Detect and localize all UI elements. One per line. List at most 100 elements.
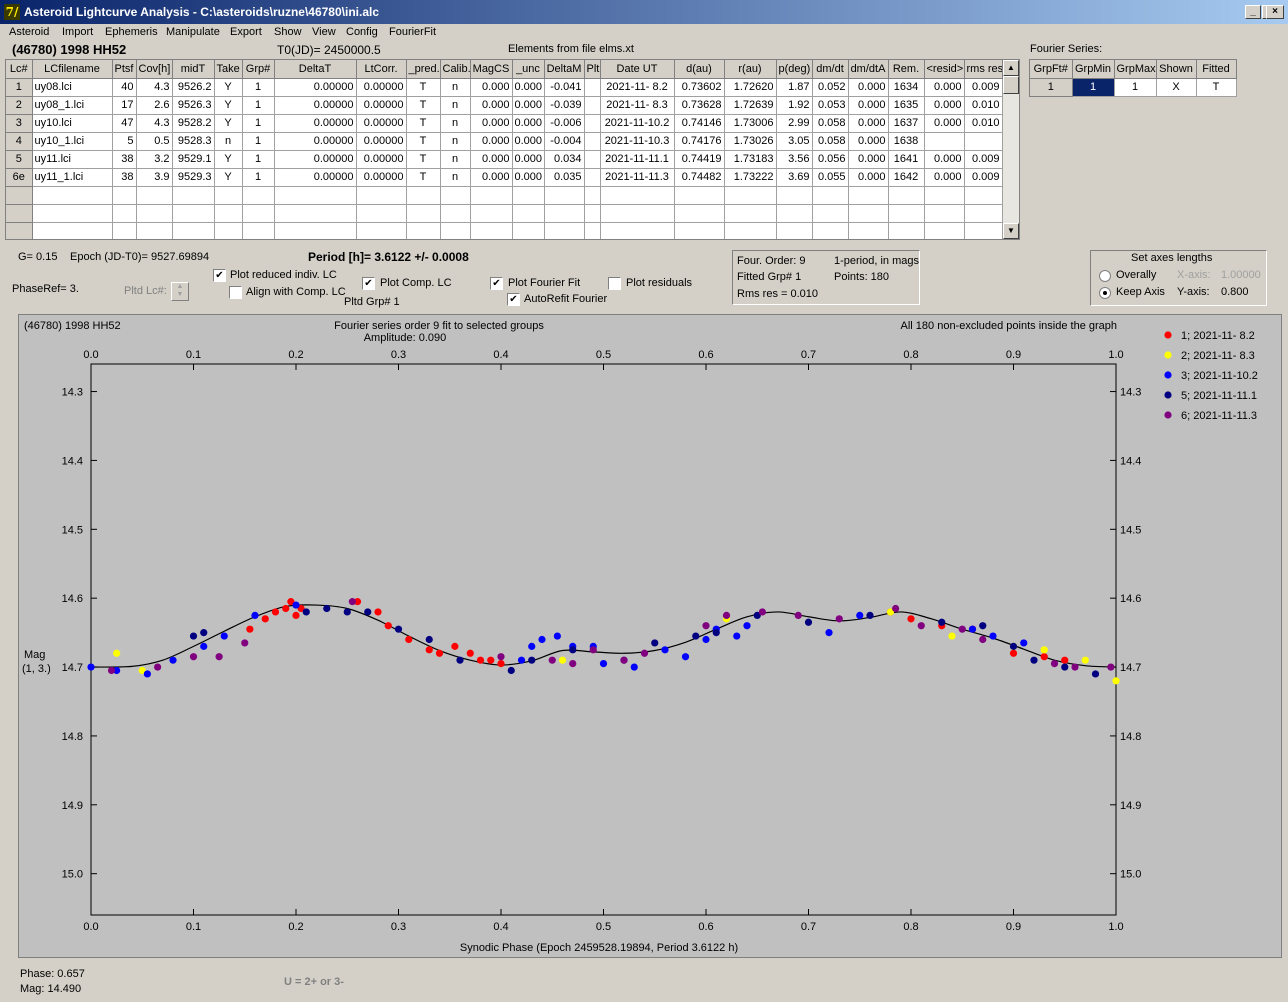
table-cell[interactable]: 9528.3 [172,132,215,151]
table-cell[interactable]: n [440,168,471,187]
table-cell[interactable]: 0.009 [964,168,1003,187]
table-cell[interactable] [470,204,513,223]
table-cell[interactable]: T [406,150,441,169]
table-cell[interactable]: 0.010 [964,96,1003,115]
table-cell[interactable] [406,204,441,223]
table-cell[interactable] [6,186,33,205]
table-cell[interactable] [274,222,357,239]
table-cell[interactable]: -0.039 [544,96,585,115]
table-cell[interactable]: 1.72620 [724,78,777,97]
table-cell[interactable]: 0.000 [512,78,545,97]
scroll-down-icon[interactable]: ▼ [1003,223,1019,239]
table-cell[interactable] [812,186,849,205]
column-header[interactable]: _pred. [406,60,441,79]
table-cell[interactable]: T [406,114,441,133]
table-cell[interactable]: uy11.lci [32,150,113,169]
table-cell[interactable] [812,204,849,223]
table-cell[interactable]: n [440,132,471,151]
table-cell[interactable]: T [406,132,441,151]
table-cell[interactable] [848,186,889,205]
table-row[interactable]: 6e uy11_1.lci 38 3.9 9529.3 Y 1 0.00000 0.00000 T… [6,168,1003,187]
title-bar[interactable]: 7/ Asteroid Lightcurve Analysis - C:\ast… [0,0,1288,24]
plot-reduced-checkbox[interactable]: ✔ [213,269,226,282]
table-cell[interactable] [888,204,925,223]
table-cell[interactable]: 38 [112,168,137,187]
table-cell[interactable] [600,186,675,205]
table-cell[interactable]: 0.000 [470,78,513,97]
table-cell[interactable] [32,204,113,223]
table-cell[interactable] [512,186,545,205]
table-cell[interactable]: Y [214,78,243,97]
table-cell[interactable]: 1.87 [776,78,813,97]
table-cell[interactable] [848,222,889,239]
table-cell[interactable]: 0.00000 [356,78,407,97]
table-cell[interactable] [274,186,357,205]
lightcurve-plot[interactable]: (46780) 1998 HH52 Fourier series order 9… [18,314,1282,958]
minimize-button[interactable]: _ [1245,5,1261,19]
autorefit-checkbox[interactable]: ✔ [507,293,520,306]
table-cell[interactable]: 3.69 [776,168,813,187]
table-cell[interactable]: 0.000 [470,132,513,151]
table-cell[interactable]: 0.010 [964,114,1003,133]
table-cell[interactable] [242,186,275,205]
table-cell[interactable]: T [406,96,441,115]
table-cell[interactable]: 9529.3 [172,168,215,187]
table-cell[interactable]: uy08_1.lci [32,96,113,115]
table-cell[interactable]: 0.74419 [674,150,725,169]
table-cell[interactable]: 1 [242,96,275,115]
table-cell[interactable]: 2021-11-11.3 [600,168,675,187]
table-cell[interactable]: uy10.lci [32,114,113,133]
overall-radio[interactable] [1099,270,1111,282]
table-cell[interactable] [600,222,675,239]
table-cell[interactable] [544,222,585,239]
table-cell[interactable] [356,204,407,223]
row-header[interactable]: 5 [6,150,33,169]
table-cell[interactable] [136,222,173,239]
table-cell[interactable] [776,204,813,223]
plot-residuals-checkbox[interactable] [608,277,621,290]
close-button[interactable]: × [1266,5,1284,19]
table-cell[interactable]: 3.9 [136,168,173,187]
table-cell[interactable]: 47 [112,114,137,133]
table-cell[interactable]: 17 [112,96,137,115]
table-cell[interactable]: 0.000 [470,96,513,115]
table-cell[interactable]: 0.034 [544,150,585,169]
table-cell[interactable]: 0.056 [812,150,849,169]
plot-fourier-checkbox[interactable]: ✔ [490,277,503,290]
table-cell[interactable] [776,222,813,239]
table-cell[interactable]: 1.73026 [724,132,777,151]
table-cell[interactable]: 0.000 [848,114,889,133]
table-cell[interactable]: 1.73183 [724,150,777,169]
fs-cell[interactable]: 1 [1030,78,1073,97]
table-cell[interactable]: 0.000 [470,150,513,169]
fs-cell[interactable]: 1 [1114,78,1157,97]
table-cell[interactable]: Y [214,114,243,133]
table-cell[interactable] [924,222,965,239]
scroll-up-icon[interactable]: ▲ [1003,60,1019,76]
table-cell[interactable]: -0.006 [544,114,585,133]
table-cell[interactable] [724,222,777,239]
table-cell[interactable] [470,222,513,239]
table-cell[interactable]: n [440,114,471,133]
table-cell[interactable]: 1641 [888,150,925,169]
column-header[interactable]: Lc# [6,60,33,79]
menu-show[interactable]: Show [274,26,302,38]
column-header[interactable]: MagCS [470,60,513,79]
table-cell[interactable]: n [214,132,243,151]
table-cell[interactable]: 0.000 [470,114,513,133]
table-cell[interactable]: T [406,78,441,97]
table-cell[interactable]: 0.000 [848,132,889,151]
table-cell[interactable]: 3.56 [776,150,813,169]
table-cell[interactable]: 2021-11-10.2 [600,114,675,133]
table-cell[interactable] [964,222,1003,239]
table-cell[interactable]: 0.00000 [356,150,407,169]
table-cell[interactable]: uy10_1.lci [32,132,113,151]
row-header[interactable]: 3 [6,114,33,133]
table-cell[interactable] [136,204,173,223]
plot-comp-checkbox[interactable]: ✔ [362,277,375,290]
table-cell[interactable] [214,186,243,205]
table-cell[interactable] [172,204,215,223]
table-cell[interactable] [888,222,925,239]
table-cell[interactable]: n [440,96,471,115]
